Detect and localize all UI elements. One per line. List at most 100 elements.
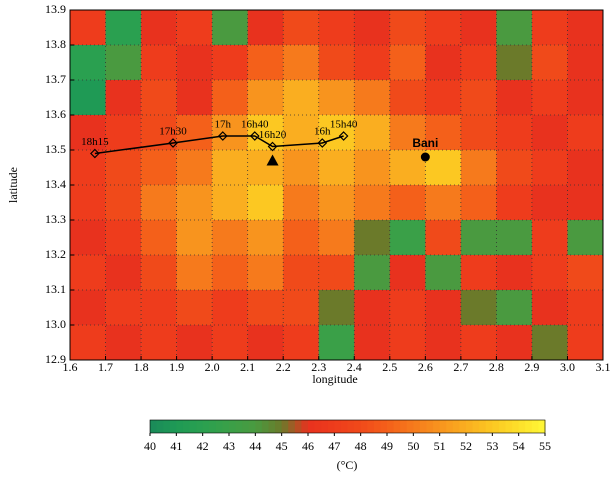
colorbar-tick-label: 42 <box>197 439 209 453</box>
heat-cell <box>354 185 391 221</box>
x-tick-label: 2.4 <box>347 360 362 374</box>
heat-cell <box>70 80 106 116</box>
track-label: 16h20 <box>259 129 287 141</box>
heat-cell <box>496 185 533 221</box>
heat-cell <box>283 45 320 81</box>
colorbar-swatch <box>301 420 309 433</box>
colorbar-tick-label: 50 <box>407 439 419 453</box>
y-tick-label: 13.5 <box>45 142 66 156</box>
heat-cell <box>318 255 355 291</box>
colorbar-swatch <box>229 420 237 433</box>
heat-cell <box>141 185 177 221</box>
heat-cell <box>247 220 284 256</box>
heat-cell <box>567 115 604 151</box>
heat-cell <box>283 10 320 46</box>
heat-cell <box>389 45 426 81</box>
heat-cell <box>460 290 497 326</box>
heat-cell <box>354 290 391 326</box>
heat-cell <box>496 115 533 151</box>
heat-cell <box>354 45 391 81</box>
x-tick-label: 3.1 <box>596 360 611 374</box>
heat-cell <box>460 80 497 116</box>
heat-cell <box>212 185 248 221</box>
y-tick-label: 13.8 <box>45 37 66 51</box>
heat-cell <box>212 115 248 151</box>
heat-cell <box>389 185 426 221</box>
y-tick-label: 13.6 <box>45 107 66 121</box>
x-tick-label: 3.0 <box>560 360 575 374</box>
colorbar-tick-label: 46 <box>302 439 314 453</box>
colorbar-swatch <box>525 420 533 433</box>
colorbar-swatch <box>479 420 487 433</box>
heat-cell <box>460 255 497 291</box>
heat-cell <box>212 80 248 116</box>
colorbar-swatch <box>196 420 204 433</box>
heat-cell <box>496 10 533 46</box>
heat-cell <box>212 290 248 326</box>
heat-cell <box>460 325 497 361</box>
heat-cell <box>389 220 426 256</box>
colorbar-tick-label: 45 <box>276 439 288 453</box>
heat-cell <box>141 290 177 326</box>
heat-cell <box>531 10 568 46</box>
heat-cell <box>567 150 604 186</box>
colorbar-tick-label: 41 <box>170 439 182 453</box>
heat-cell <box>318 150 355 186</box>
colorbar-swatch <box>340 420 348 433</box>
colorbar-swatch <box>321 420 329 433</box>
colorbar-swatch <box>261 420 269 433</box>
heat-cell <box>105 220 142 256</box>
x-tick-label: 2.1 <box>240 360 255 374</box>
heat-cell <box>567 255 604 291</box>
heat-cell <box>460 220 497 256</box>
heat-cell <box>425 185 462 221</box>
colorbar-swatch <box>472 420 480 433</box>
colorbar-tick-label: 52 <box>460 439 472 453</box>
colorbar-swatch <box>235 420 243 433</box>
colorbar-swatch <box>512 420 520 433</box>
x-tick-label: 2.6 <box>418 360 433 374</box>
colorbar-swatch <box>433 420 441 433</box>
heat-cell <box>105 255 142 291</box>
heat-cell <box>354 10 391 46</box>
heat-cell <box>105 325 142 361</box>
heat-cell <box>247 185 284 221</box>
colorbar-swatch <box>215 420 223 433</box>
heat-cell <box>496 325 533 361</box>
heat-cell <box>283 150 320 186</box>
heat-cell <box>354 150 391 186</box>
heat-cell <box>425 45 462 81</box>
site-label: Bani <box>412 136 438 150</box>
y-tick-label: 13.7 <box>45 72 66 86</box>
colorbar-tick-label: 53 <box>486 439 498 453</box>
heat-cell <box>105 80 142 116</box>
colorbar-swatch <box>308 420 316 433</box>
heat-cell <box>70 255 106 291</box>
colorbar-swatch <box>360 420 368 433</box>
heat-cell <box>460 150 497 186</box>
colorbar-swatch <box>538 420 546 433</box>
heat-cell <box>496 290 533 326</box>
colorbar-swatch <box>156 420 164 433</box>
colorbar-swatch <box>419 420 427 433</box>
colorbar-swatch <box>275 420 283 433</box>
colorbar-swatch <box>222 420 230 433</box>
heat-cell <box>176 150 213 186</box>
track-point <box>90 148 100 159</box>
heat-cell <box>531 220 568 256</box>
plot-frame <box>69 9 604 361</box>
heat-cell <box>425 150 462 186</box>
heat-cell <box>141 45 177 81</box>
colorbar-frame <box>149 419 546 434</box>
colorbar-swatch <box>498 420 506 433</box>
site-marker <box>420 152 430 162</box>
heat-cell <box>247 325 284 361</box>
heat-cell <box>318 45 355 81</box>
heat-cell <box>531 45 568 81</box>
heat-cell <box>389 325 426 361</box>
heat-cell <box>425 290 462 326</box>
heat-cell <box>176 10 213 46</box>
colorbar-swatch <box>347 420 355 433</box>
colorbar-swatch <box>314 420 322 433</box>
